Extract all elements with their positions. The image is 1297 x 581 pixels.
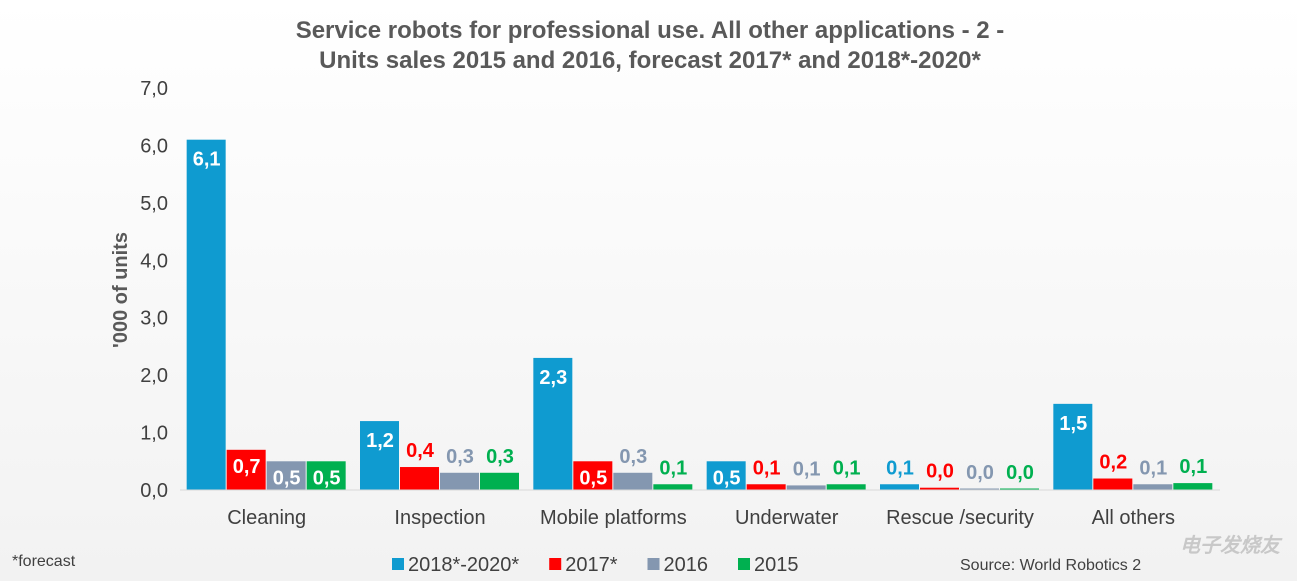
category-label: Inspection bbox=[394, 507, 485, 529]
bar-2015 bbox=[653, 484, 693, 490]
data-label: 0,1 bbox=[833, 457, 861, 479]
legend-swatch bbox=[392, 558, 404, 570]
data-label: 0,4 bbox=[406, 440, 435, 462]
data-label: 0,0 bbox=[926, 461, 954, 483]
data-label: 0,5 bbox=[313, 467, 341, 489]
legend-label: 2017* bbox=[565, 554, 617, 576]
legend-label: 2015 bbox=[754, 554, 799, 576]
category-label: Mobile platforms bbox=[540, 507, 687, 529]
y-tick-label: 0,0 bbox=[140, 480, 168, 502]
bar-2018*-2020* bbox=[706, 461, 746, 490]
category-label: Rescue /security bbox=[886, 507, 1034, 529]
bar-2017* bbox=[1093, 478, 1133, 490]
data-label: 0,1 bbox=[793, 458, 821, 480]
category-label: Cleaning bbox=[227, 507, 306, 529]
bar-2018*-2020* bbox=[1053, 403, 1093, 490]
bar-2017* bbox=[400, 467, 439, 490]
bar-2017* bbox=[573, 461, 613, 490]
bar-2017* bbox=[920, 487, 959, 490]
bar-2015 bbox=[826, 484, 866, 490]
category-label: All others bbox=[1092, 507, 1175, 529]
bar-2016 bbox=[1133, 484, 1173, 490]
y-tick-label: 2,0 bbox=[140, 365, 168, 387]
legend-swatch bbox=[549, 558, 562, 570]
data-label: 0,1 bbox=[1139, 457, 1167, 479]
data-label: 0,3 bbox=[446, 446, 474, 468]
bar-2018*-2020* bbox=[360, 421, 399, 490]
data-label: 0,2 bbox=[1099, 452, 1127, 474]
data-label: 0,0 bbox=[966, 462, 994, 484]
data-label: 0,5 bbox=[273, 467, 301, 489]
y-axis-label: '000 of units bbox=[110, 232, 132, 348]
chart-title-line-1: Service robots for professional use. All… bbox=[296, 17, 1005, 44]
data-label: 0,1 bbox=[1179, 456, 1207, 478]
bar-2015 bbox=[306, 461, 346, 490]
legend: 2018*-2020* 2017* 2016 2015 bbox=[392, 554, 799, 576]
data-label: 0,0 bbox=[1006, 462, 1034, 484]
bar-2015 bbox=[480, 472, 519, 490]
bar-2017* bbox=[226, 449, 266, 490]
bar-2015 bbox=[1000, 488, 1039, 490]
bar-2016 bbox=[440, 472, 479, 490]
bar-2017* bbox=[746, 484, 786, 490]
bars-group: 6,1 0,7 0,5 0,5 1,2 0,4 0,3 0,3 2,3 0,5 0,3 0,1 0,5 0… bbox=[186, 139, 1213, 490]
footnote: *forecast bbox=[12, 553, 76, 570]
bar-2016 bbox=[266, 461, 306, 490]
y-tick-label: 3,0 bbox=[140, 308, 168, 330]
bar-2016 bbox=[613, 472, 653, 490]
data-label: 0,3 bbox=[619, 446, 647, 468]
data-label: 0,1 bbox=[659, 457, 687, 479]
legend-swatch bbox=[738, 558, 750, 570]
bar-2016 bbox=[786, 485, 826, 490]
y-tick-label: 6,0 bbox=[140, 135, 168, 157]
bar-2018*-2020* bbox=[533, 357, 573, 490]
data-label: 2,3 bbox=[539, 367, 567, 389]
y-tick-label: 5,0 bbox=[140, 193, 168, 215]
data-label: 1,2 bbox=[366, 430, 394, 452]
source-note: Source: World Robotics 2 bbox=[960, 557, 1141, 574]
legend-label: 2018*-2020* bbox=[408, 554, 519, 576]
data-label: 0,5 bbox=[713, 467, 741, 489]
bar-2016 bbox=[960, 488, 999, 490]
data-label: 0,3 bbox=[486, 446, 514, 468]
data-label: 0,7 bbox=[233, 456, 261, 478]
y-tick-label: 7,0 bbox=[140, 78, 168, 100]
bar-2015 bbox=[1173, 483, 1213, 490]
chart-title-line-2: Units sales 2015 and 2016, forecast 2017… bbox=[319, 47, 981, 74]
data-label: 6,1 bbox=[193, 149, 221, 171]
y-axis-ticks: 0,0 1,0 2,0 3,0 4,0 5,0 6,0 7,0 bbox=[140, 78, 168, 502]
bar-2018*-2020* bbox=[880, 484, 919, 490]
legend-swatch bbox=[647, 558, 660, 570]
y-tick-label: 1,0 bbox=[140, 423, 168, 445]
data-label: 0,1 bbox=[753, 457, 781, 479]
legend-label: 2016 bbox=[664, 554, 709, 576]
category-label: Underwater bbox=[735, 507, 839, 529]
category-labels: Cleaning Inspection Mobile platforms Underw… bbox=[227, 507, 1175, 529]
data-label: 0,5 bbox=[579, 467, 607, 489]
y-tick-label: 4,0 bbox=[140, 250, 168, 272]
watermark-logo: 电子发烧友 bbox=[1180, 534, 1283, 557]
bar-2018*-2020* bbox=[186, 139, 226, 490]
data-label: 0,1 bbox=[886, 457, 914, 479]
data-label: 1,5 bbox=[1059, 413, 1087, 435]
